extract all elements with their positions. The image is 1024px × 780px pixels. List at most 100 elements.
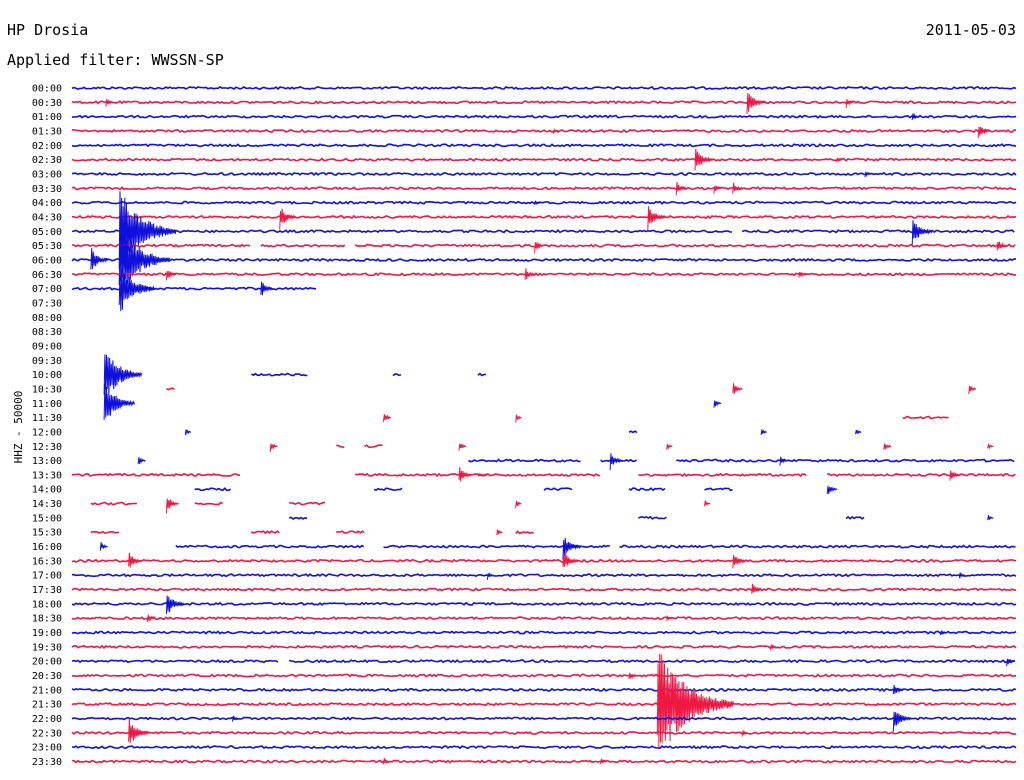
trace-row <box>103 383 722 421</box>
time-label: 09:00 <box>32 341 62 352</box>
time-label: 23:30 <box>32 757 62 768</box>
time-label: 10:30 <box>32 384 62 395</box>
trace-row <box>71 206 1017 230</box>
seismic-event <box>184 428 192 436</box>
time-label: 01:30 <box>32 126 62 137</box>
seismic-event <box>798 271 807 278</box>
trace-segment <box>288 501 326 506</box>
time-label: 17:00 <box>32 571 62 582</box>
seismic-event <box>713 185 722 194</box>
time-label: 22:00 <box>32 714 62 725</box>
trace-segment <box>827 472 1016 477</box>
trace-row <box>137 453 1015 471</box>
trace-segment <box>288 516 308 520</box>
trace-segment <box>71 659 279 664</box>
trace-row <box>90 498 711 514</box>
seismic-event <box>628 672 637 680</box>
seismic-event <box>165 498 179 514</box>
trace-row <box>71 644 1017 651</box>
trace-row <box>383 414 949 423</box>
trace-segment <box>288 659 1016 664</box>
trace-row <box>71 653 1017 748</box>
trace-segment <box>638 515 667 520</box>
seismic-event <box>269 443 278 452</box>
time-label: 05:30 <box>32 241 62 252</box>
time-label: 19:00 <box>32 628 62 639</box>
seismic-event <box>458 467 472 482</box>
seismic-event <box>968 385 977 395</box>
trace-row <box>71 718 1016 744</box>
seismic-event <box>103 354 143 395</box>
trace-row <box>71 467 1016 482</box>
trace-segment <box>71 587 1017 592</box>
trace-row <box>269 443 994 452</box>
seismic-event <box>732 383 743 394</box>
trace-row <box>72 126 1016 139</box>
seismic-event <box>760 429 768 436</box>
trace-row <box>71 614 1017 623</box>
time-label: 02:00 <box>32 141 62 152</box>
seismic-event <box>666 443 673 450</box>
time-label: 17:30 <box>32 585 62 596</box>
time-label: 12:30 <box>32 442 62 453</box>
trace-segment <box>364 444 383 449</box>
trace-row <box>71 200 1017 206</box>
seismic-event <box>855 429 862 435</box>
seismic-event <box>600 758 607 765</box>
seismic-event <box>656 653 734 748</box>
trace-row <box>71 711 1017 732</box>
trace-segment <box>71 472 241 477</box>
seismic-event <box>1006 658 1015 667</box>
time-label: 03:30 <box>32 184 62 195</box>
time-label: 13:30 <box>32 470 62 481</box>
trace-segment <box>71 200 1017 205</box>
trace-row <box>194 485 838 495</box>
time-label: 21:30 <box>32 700 62 711</box>
trace-segment <box>628 487 666 492</box>
seismic-event <box>713 400 722 408</box>
trace-row <box>99 537 1016 560</box>
trace-segment <box>477 372 486 377</box>
trace-segment <box>638 472 807 478</box>
seismic-event <box>118 232 171 286</box>
time-label: 06:00 <box>32 255 62 266</box>
trace-segment <box>71 601 1017 607</box>
seismic-event <box>746 93 766 114</box>
trace-row <box>71 745 1017 750</box>
trace-segment <box>71 100 1017 105</box>
trace-row <box>71 268 1017 281</box>
trace-segment <box>619 544 1016 549</box>
seismic-event <box>732 182 743 194</box>
time-label: 21:00 <box>32 685 62 696</box>
seismic-event <box>883 443 892 450</box>
time-label: 18:30 <box>32 614 62 625</box>
time-label: 14:30 <box>32 499 62 510</box>
trace-row <box>71 571 1017 580</box>
trace-segment <box>71 243 251 248</box>
seismic-event <box>165 270 177 281</box>
trace-segment <box>71 630 1017 635</box>
seismic-event <box>232 715 239 722</box>
seismic-event <box>845 98 854 108</box>
trace-row <box>71 630 1017 636</box>
time-label: 05:00 <box>32 227 62 238</box>
seismic-event <box>524 268 536 280</box>
seismic-event <box>515 414 522 423</box>
trace-segment <box>194 501 223 506</box>
filter-label: Applied filter: WWSSN-SP <box>7 51 224 69</box>
trace-segment <box>71 272 1017 277</box>
trace-row <box>71 171 1017 178</box>
time-label: 13:00 <box>32 456 62 467</box>
seismic-event <box>383 414 392 422</box>
trace-segment <box>71 186 1017 191</box>
time-label: 12:00 <box>32 427 62 438</box>
seismic-event <box>552 128 560 134</box>
seismic-event <box>105 98 114 107</box>
seismic-event <box>128 552 141 568</box>
trace-segment <box>468 458 581 463</box>
seismic-event <box>99 542 108 551</box>
trace-row <box>71 758 1017 765</box>
seismic-event <box>666 614 673 621</box>
seismic-event <box>741 730 749 737</box>
